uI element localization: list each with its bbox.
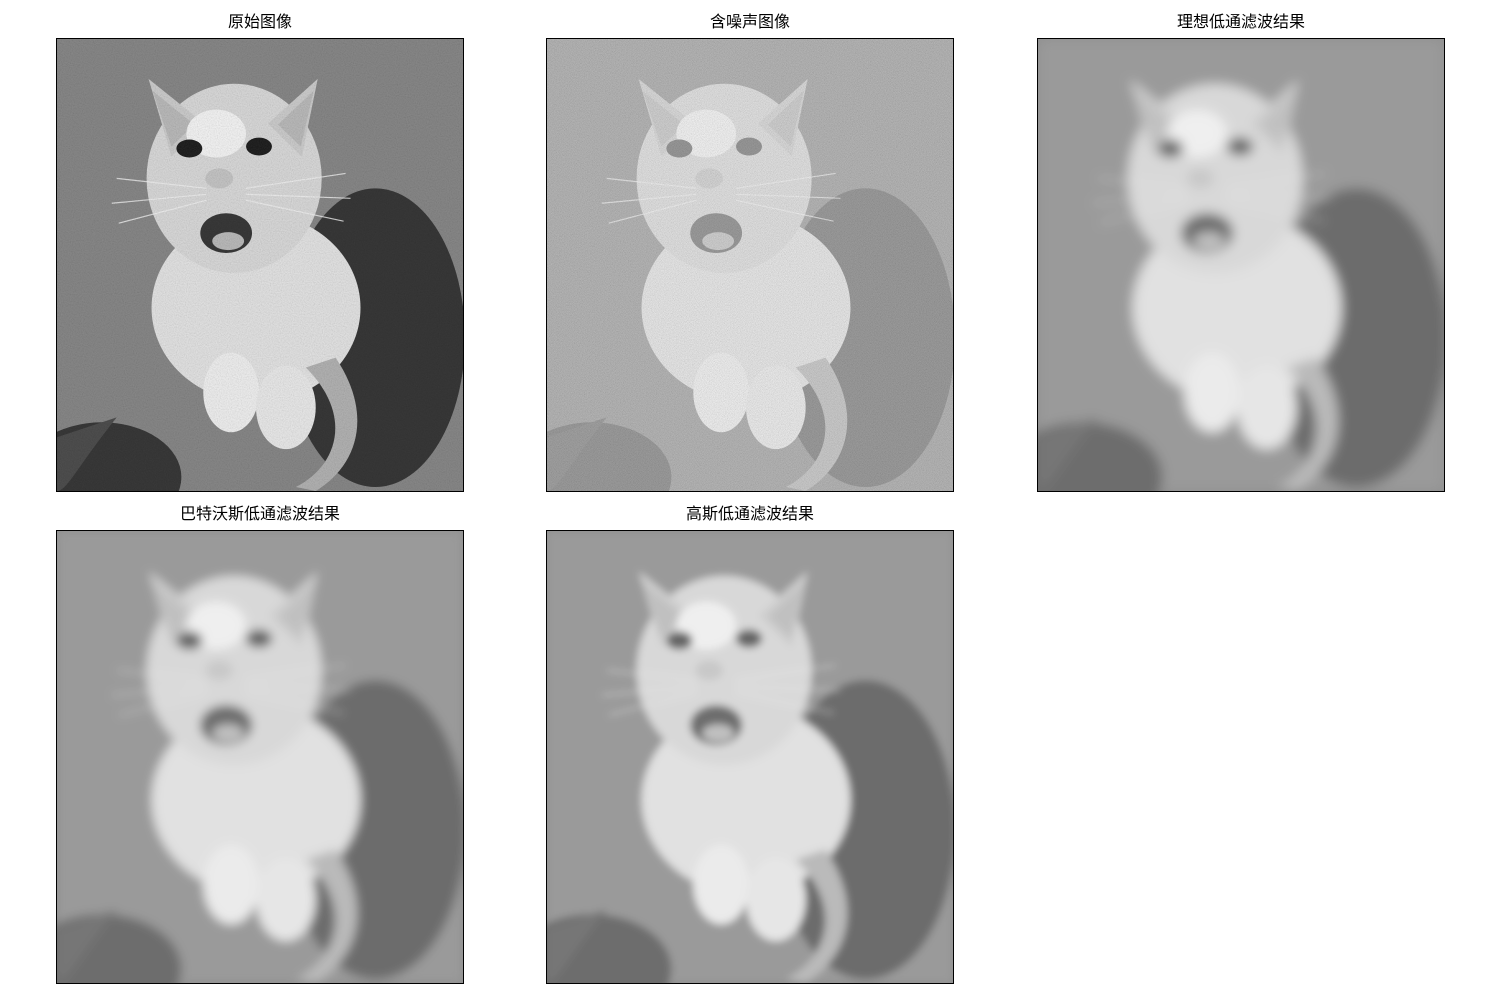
image-noisy <box>546 38 954 492</box>
image-original <box>56 38 464 492</box>
panel-title: 巴特沃斯低通滤波结果 <box>179 504 340 523</box>
cat-photo <box>547 531 953 983</box>
image-butterworth-lowpass <box>56 530 464 984</box>
panel-title: 理想低通滤波结果 <box>1176 12 1305 31</box>
image-gaussian-lowpass <box>546 530 954 984</box>
panel-title: 高斯低通滤波结果 <box>685 504 814 523</box>
panel-title: 含噪声图像 <box>709 12 790 31</box>
image-ideal-lowpass <box>1037 38 1445 492</box>
cat-photo <box>57 39 463 491</box>
cat-photo <box>547 39 953 491</box>
cat-photo <box>1038 39 1444 491</box>
panel-title: 原始图像 <box>227 12 292 31</box>
cat-photo <box>57 531 463 983</box>
